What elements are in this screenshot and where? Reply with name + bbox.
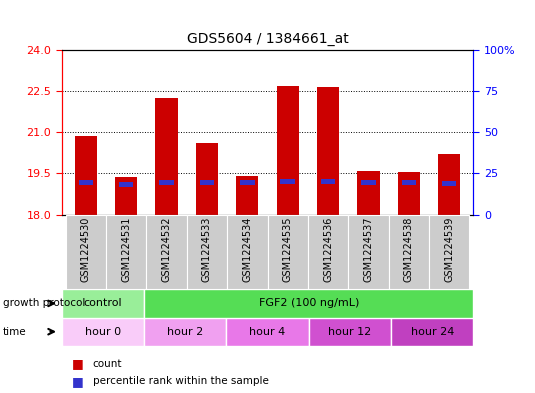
- Text: ■: ■: [72, 357, 84, 370]
- Bar: [66, 215, 106, 289]
- Bar: [348, 215, 388, 289]
- Bar: [159, 180, 174, 185]
- Text: growth protocol: growth protocol: [3, 298, 85, 309]
- Bar: [429, 215, 469, 289]
- Bar: [438, 154, 460, 215]
- Bar: [144, 289, 473, 318]
- Bar: [227, 215, 268, 289]
- Title: GDS5604 / 1384661_at: GDS5604 / 1384661_at: [187, 32, 348, 46]
- Text: GSM1224537: GSM1224537: [363, 217, 373, 282]
- Bar: [402, 180, 416, 185]
- Text: ■: ■: [72, 375, 84, 388]
- Text: GSM1224538: GSM1224538: [404, 217, 414, 282]
- Bar: [106, 215, 147, 289]
- Bar: [280, 179, 295, 184]
- Bar: [236, 176, 258, 215]
- Text: FGF2 (100 ng/mL): FGF2 (100 ng/mL): [258, 298, 359, 309]
- Bar: [62, 289, 144, 318]
- Bar: [388, 215, 429, 289]
- Bar: [156, 97, 178, 215]
- Bar: [240, 180, 255, 185]
- Bar: [62, 318, 144, 346]
- Bar: [398, 172, 420, 215]
- Text: control: control: [83, 298, 122, 309]
- Bar: [187, 215, 227, 289]
- Text: GSM1224533: GSM1224533: [202, 217, 212, 282]
- Bar: [317, 88, 339, 215]
- Bar: [196, 143, 218, 215]
- Text: count: count: [93, 358, 122, 369]
- Bar: [119, 182, 133, 187]
- Text: hour 0: hour 0: [85, 327, 121, 337]
- Text: percentile rank within the sample: percentile rank within the sample: [93, 376, 269, 386]
- Bar: [115, 177, 137, 215]
- Bar: [79, 180, 93, 185]
- Text: GSM1224531: GSM1224531: [121, 217, 131, 282]
- Text: time: time: [3, 327, 26, 337]
- Bar: [268, 215, 308, 289]
- Bar: [144, 318, 226, 346]
- Bar: [391, 318, 473, 346]
- Bar: [200, 180, 214, 185]
- Bar: [308, 215, 348, 289]
- Text: hour 4: hour 4: [249, 327, 286, 337]
- Bar: [361, 180, 376, 185]
- Text: hour 2: hour 2: [167, 327, 203, 337]
- Text: GSM1224535: GSM1224535: [282, 217, 293, 282]
- Bar: [357, 171, 379, 215]
- Text: hour 12: hour 12: [328, 327, 371, 337]
- Bar: [309, 318, 391, 346]
- Bar: [147, 215, 187, 289]
- Text: GSM1224539: GSM1224539: [444, 217, 454, 282]
- Text: hour 24: hour 24: [410, 327, 454, 337]
- Bar: [277, 86, 299, 215]
- Bar: [442, 181, 456, 186]
- Bar: [226, 318, 309, 346]
- Bar: [75, 136, 97, 215]
- Bar: [321, 179, 335, 184]
- Text: GSM1224532: GSM1224532: [162, 217, 172, 282]
- Text: GSM1224536: GSM1224536: [323, 217, 333, 282]
- Text: GSM1224530: GSM1224530: [81, 217, 91, 282]
- Text: GSM1224534: GSM1224534: [242, 217, 253, 282]
